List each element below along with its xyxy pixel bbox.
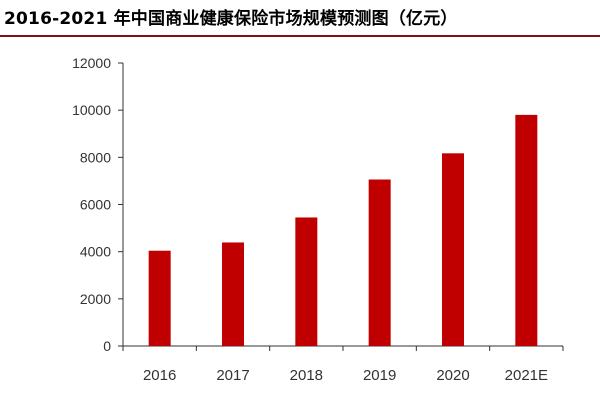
bar-2020 xyxy=(442,153,464,346)
x-category-label: 2019 xyxy=(363,367,396,384)
y-tick-label: 8000 xyxy=(80,149,111,165)
bar-2018 xyxy=(295,217,318,346)
title-divider xyxy=(0,35,600,37)
bar-2016 xyxy=(148,250,171,346)
x-category-label: 2021E xyxy=(505,367,548,384)
y-tick-label: 0 xyxy=(103,338,111,354)
x-category-label: 2016 xyxy=(143,367,176,384)
x-category-label: 2018 xyxy=(290,367,323,384)
x-axis: 2016 2017 2018 2019 2020 2021E xyxy=(122,345,564,384)
chart-title: 2016-2021 年中国商业健康保险市场规模预测图（亿元） xyxy=(4,9,458,29)
bar-2017 xyxy=(222,242,244,346)
y-tick-label: 10000 xyxy=(72,102,111,118)
y-tick-label: 4000 xyxy=(80,244,111,260)
y-axis: 0 2000 4000 6000 8000 10000 12000 xyxy=(72,55,124,354)
bar-2019 xyxy=(368,179,391,346)
y-tick-label: 2000 xyxy=(80,291,111,307)
x-category-label: 2017 xyxy=(216,367,249,384)
y-tick-label: 6000 xyxy=(80,197,111,213)
x-category-label: 2020 xyxy=(436,367,469,384)
y-tick-label: 12000 xyxy=(72,55,111,71)
bar-2021E xyxy=(515,114,538,346)
bars xyxy=(148,114,538,346)
